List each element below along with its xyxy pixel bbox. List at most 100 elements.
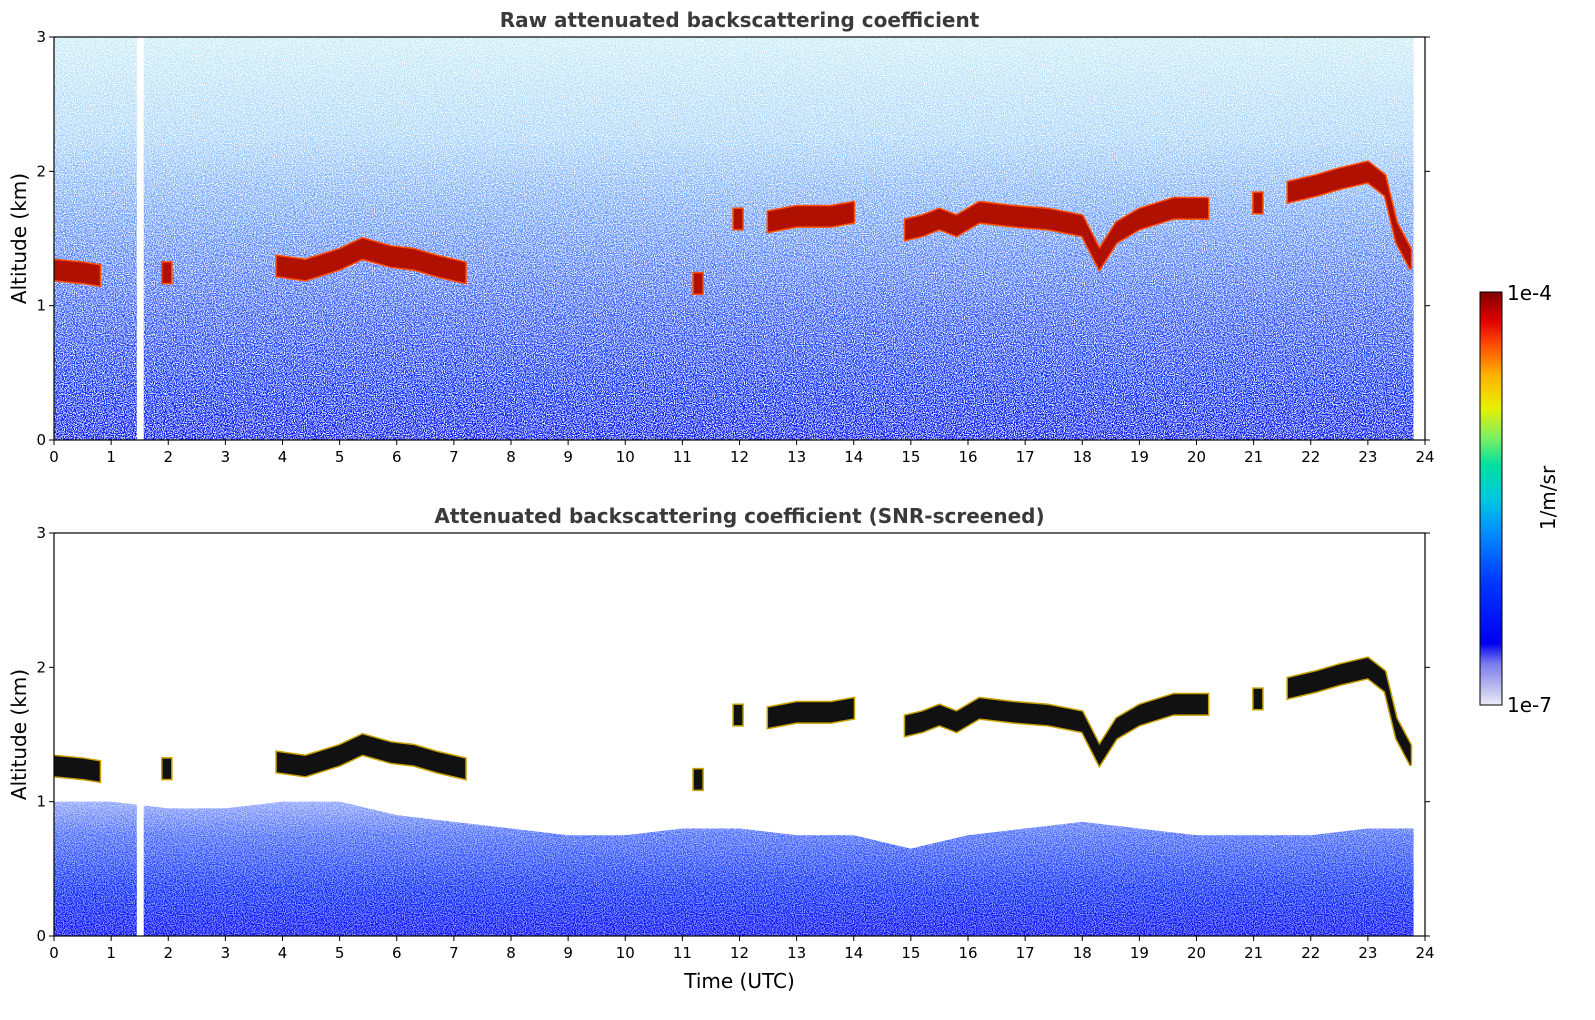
x-tick-label: 6 — [392, 448, 402, 466]
x-tick-label: 0 — [49, 448, 59, 466]
colorbar-min-label: 1e-7 — [1507, 693, 1552, 717]
x-tick-label: 15 — [901, 944, 920, 962]
y-tick-label: 2 — [36, 658, 46, 676]
raw-cloud-band — [1253, 192, 1263, 213]
x-tick-label: 3 — [221, 448, 231, 466]
x-tick-label: 8 — [506, 944, 516, 962]
screened-y-axis-label: Altitude (km) — [7, 669, 31, 800]
x-tick-label: 2 — [163, 944, 173, 962]
x-tick-label: 16 — [958, 448, 977, 466]
x-tick-label: 22 — [1301, 944, 1320, 962]
x-tick-label: 19 — [1130, 944, 1149, 962]
x-tick-label: 3 — [221, 944, 231, 962]
panel-raw-title: Raw attenuated backscattering coefficien… — [500, 8, 980, 32]
panel-raw: Raw attenuated backscattering coefficien… — [7, 8, 1435, 466]
screened-y-ticks: 0 1 2 3 — [36, 524, 1430, 945]
screened-x-ticks: 0 1 2 3 4 5 6 7 8 9 10 11 12 13 14 15 16 17 18 19 20 21 22 23 24 — [49, 936, 1435, 962]
x-tick-label: 18 — [1073, 448, 1092, 466]
colorbar: 1e-4 1e-7 1/m/sr — [1479, 281, 1560, 717]
raw-data-gap — [136, 37, 144, 440]
y-tick-label: 1 — [36, 793, 46, 811]
raw-cloud-band — [768, 202, 854, 232]
screened-cloud-band — [768, 698, 854, 728]
screened-cloud-band — [905, 694, 1208, 766]
panel-screened-title: Attenuated backscattering coefficient (S… — [434, 504, 1044, 528]
x-tick-label: 14 — [844, 448, 863, 466]
raw-y-ticks: 0 1 2 3 — [36, 28, 1430, 449]
raw-x-ticks: 0 1 2 3 4 5 6 7 8 9 10 11 12 13 14 15 16 17 18 19 20 21 22 23 24 — [49, 440, 1435, 466]
colorbar-max-label: 1e-4 — [1507, 281, 1552, 305]
x-tick-label: 10 — [616, 448, 635, 466]
x-tick-label: 22 — [1301, 448, 1320, 466]
x-tick-label: 7 — [449, 448, 459, 466]
screened-cloud-band — [54, 755, 100, 782]
x-tick-label: 20 — [1187, 448, 1206, 466]
y-tick-label: 3 — [36, 524, 46, 542]
x-tick-label: 13 — [787, 944, 806, 962]
raw-cloud-band — [276, 238, 466, 283]
colorbar-unit-label: 1/m/sr — [1536, 465, 1560, 530]
x-tick-label: 11 — [673, 944, 692, 962]
x-tick-label: 24 — [1415, 944, 1434, 962]
x-tick-label: 4 — [278, 448, 288, 466]
colorbar-ramp — [1479, 291, 1503, 706]
screened-cloud-band — [162, 758, 172, 779]
y-tick-label: 3 — [36, 28, 46, 46]
x-tick-label: 12 — [730, 448, 749, 466]
screened-cloud-band — [693, 769, 703, 790]
screened-heatmap — [54, 533, 1425, 936]
raw-cloud-band — [905, 198, 1208, 270]
x-tick-label: 5 — [335, 944, 345, 962]
y-tick-label: 0 — [36, 927, 46, 945]
raw-cloud-band — [54, 259, 100, 286]
raw-noise-speckle — [54, 37, 1425, 440]
x-tick-label: 21 — [1244, 944, 1263, 962]
screened-data-gap — [136, 533, 144, 936]
y-tick-label: 1 — [36, 297, 46, 315]
raw-data-gap-end — [1413, 37, 1425, 440]
x-tick-label: 13 — [787, 448, 806, 466]
y-tick-label: 0 — [36, 431, 46, 449]
x-tick-label: 7 — [449, 944, 459, 962]
x-tick-label: 1 — [106, 448, 116, 466]
x-tick-label: 4 — [278, 944, 288, 962]
screened-cloud-layer — [54, 656, 1413, 792]
panel-screened: Attenuated backscattering coefficient (S… — [7, 504, 1435, 993]
x-tick-label: 9 — [563, 944, 573, 962]
x-tick-label: 23 — [1358, 448, 1377, 466]
raw-cloud-band — [733, 208, 743, 230]
x-tick-label: 5 — [335, 448, 345, 466]
x-tick-label: 17 — [1016, 448, 1035, 466]
screened-data-gap-end — [1413, 533, 1425, 936]
x-tick-label: 10 — [616, 944, 635, 962]
raw-cloud-band — [693, 273, 703, 294]
y-tick-label: 2 — [36, 162, 46, 180]
screened-cloud-band — [1287, 657, 1411, 766]
screened-cloud-band — [276, 734, 466, 779]
raw-y-axis-label: Altitude (km) — [7, 173, 31, 304]
x-tick-label: 11 — [673, 448, 692, 466]
x-tick-label: 9 — [563, 448, 573, 466]
x-tick-label: 15 — [901, 448, 920, 466]
x-tick-label: 24 — [1415, 448, 1434, 466]
raw-cloud-band — [1287, 161, 1411, 270]
x-tick-label: 6 — [392, 944, 402, 962]
x-axis-label: Time (UTC) — [683, 969, 795, 993]
raw-cloud-band — [162, 262, 172, 283]
x-tick-label: 21 — [1244, 448, 1263, 466]
x-tick-label: 16 — [958, 944, 977, 962]
x-tick-label: 23 — [1358, 944, 1377, 962]
x-tick-label: 19 — [1130, 448, 1149, 466]
x-tick-label: 17 — [1016, 944, 1035, 962]
x-tick-label: 12 — [730, 944, 749, 962]
raw-heatmap — [54, 37, 1425, 440]
x-tick-label: 20 — [1187, 944, 1206, 962]
x-tick-label: 8 — [506, 448, 516, 466]
x-tick-label: 0 — [49, 944, 59, 962]
x-tick-label: 14 — [844, 944, 863, 962]
x-tick-label: 18 — [1073, 944, 1092, 962]
raw-cloud-layer — [54, 160, 1413, 296]
screened-aerosol-speckle — [54, 801, 1425, 936]
x-tick-label: 1 — [106, 944, 116, 962]
